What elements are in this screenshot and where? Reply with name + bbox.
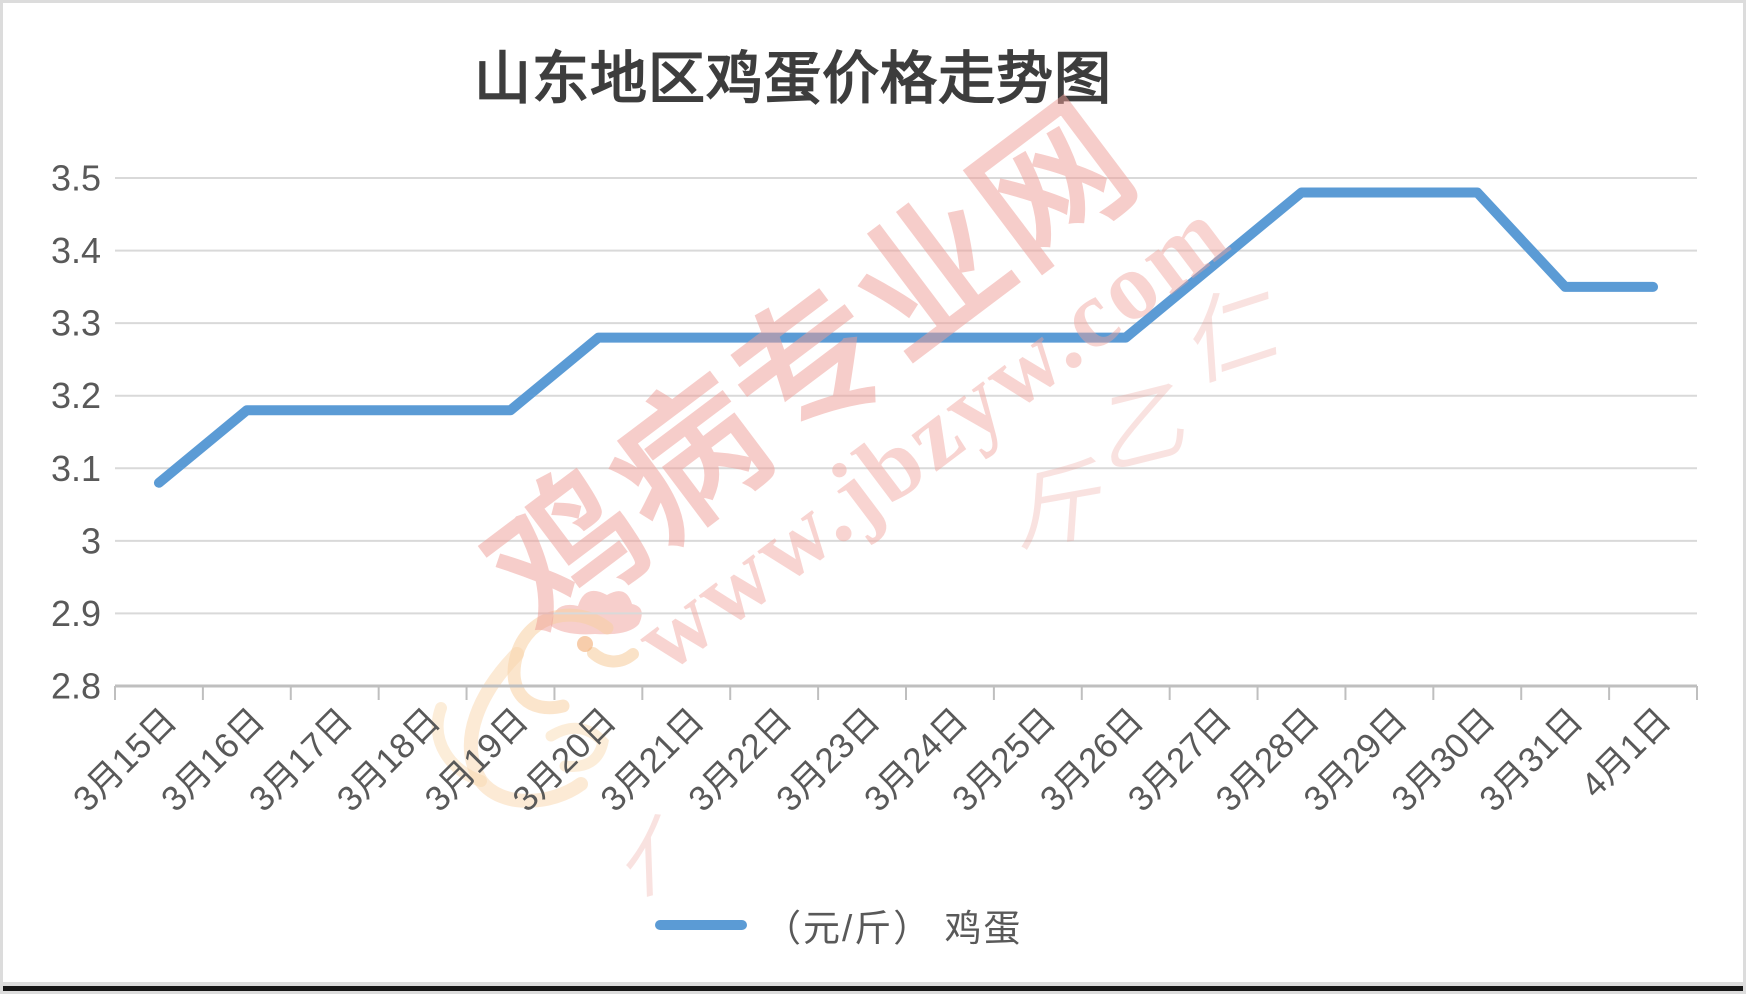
y-axis-label: 3.4 — [51, 230, 101, 271]
y-axis-label: 3 — [81, 520, 101, 561]
y-axis-label: 3.3 — [51, 303, 101, 344]
bottom-border-line — [3, 982, 1743, 986]
y-axis-label: 2.8 — [51, 666, 101, 707]
egg-price-line — [153, 187, 1659, 488]
x-axis-label: 4月1日 — [1574, 701, 1679, 806]
legend: （元/斤） 鸡蛋 — [655, 902, 1023, 949]
legend-line-swatch — [655, 920, 747, 930]
y-axis-label: 2.9 — [51, 593, 101, 634]
y-axis-label: 3.2 — [51, 375, 101, 416]
price-trend-chart: 2.82.933.13.23.33.43.53月15日3月16日3月17日3月1… — [51, 158, 1698, 819]
y-axis-label: 3.1 — [51, 448, 101, 489]
page-title: 山东地区鸡蛋价格走势图 — [474, 48, 1112, 111]
y-axis-label: 3.5 — [51, 158, 101, 199]
bottom-black-strip — [3, 986, 1743, 991]
legend-label: （元/斤） 鸡蛋 — [764, 908, 1023, 949]
